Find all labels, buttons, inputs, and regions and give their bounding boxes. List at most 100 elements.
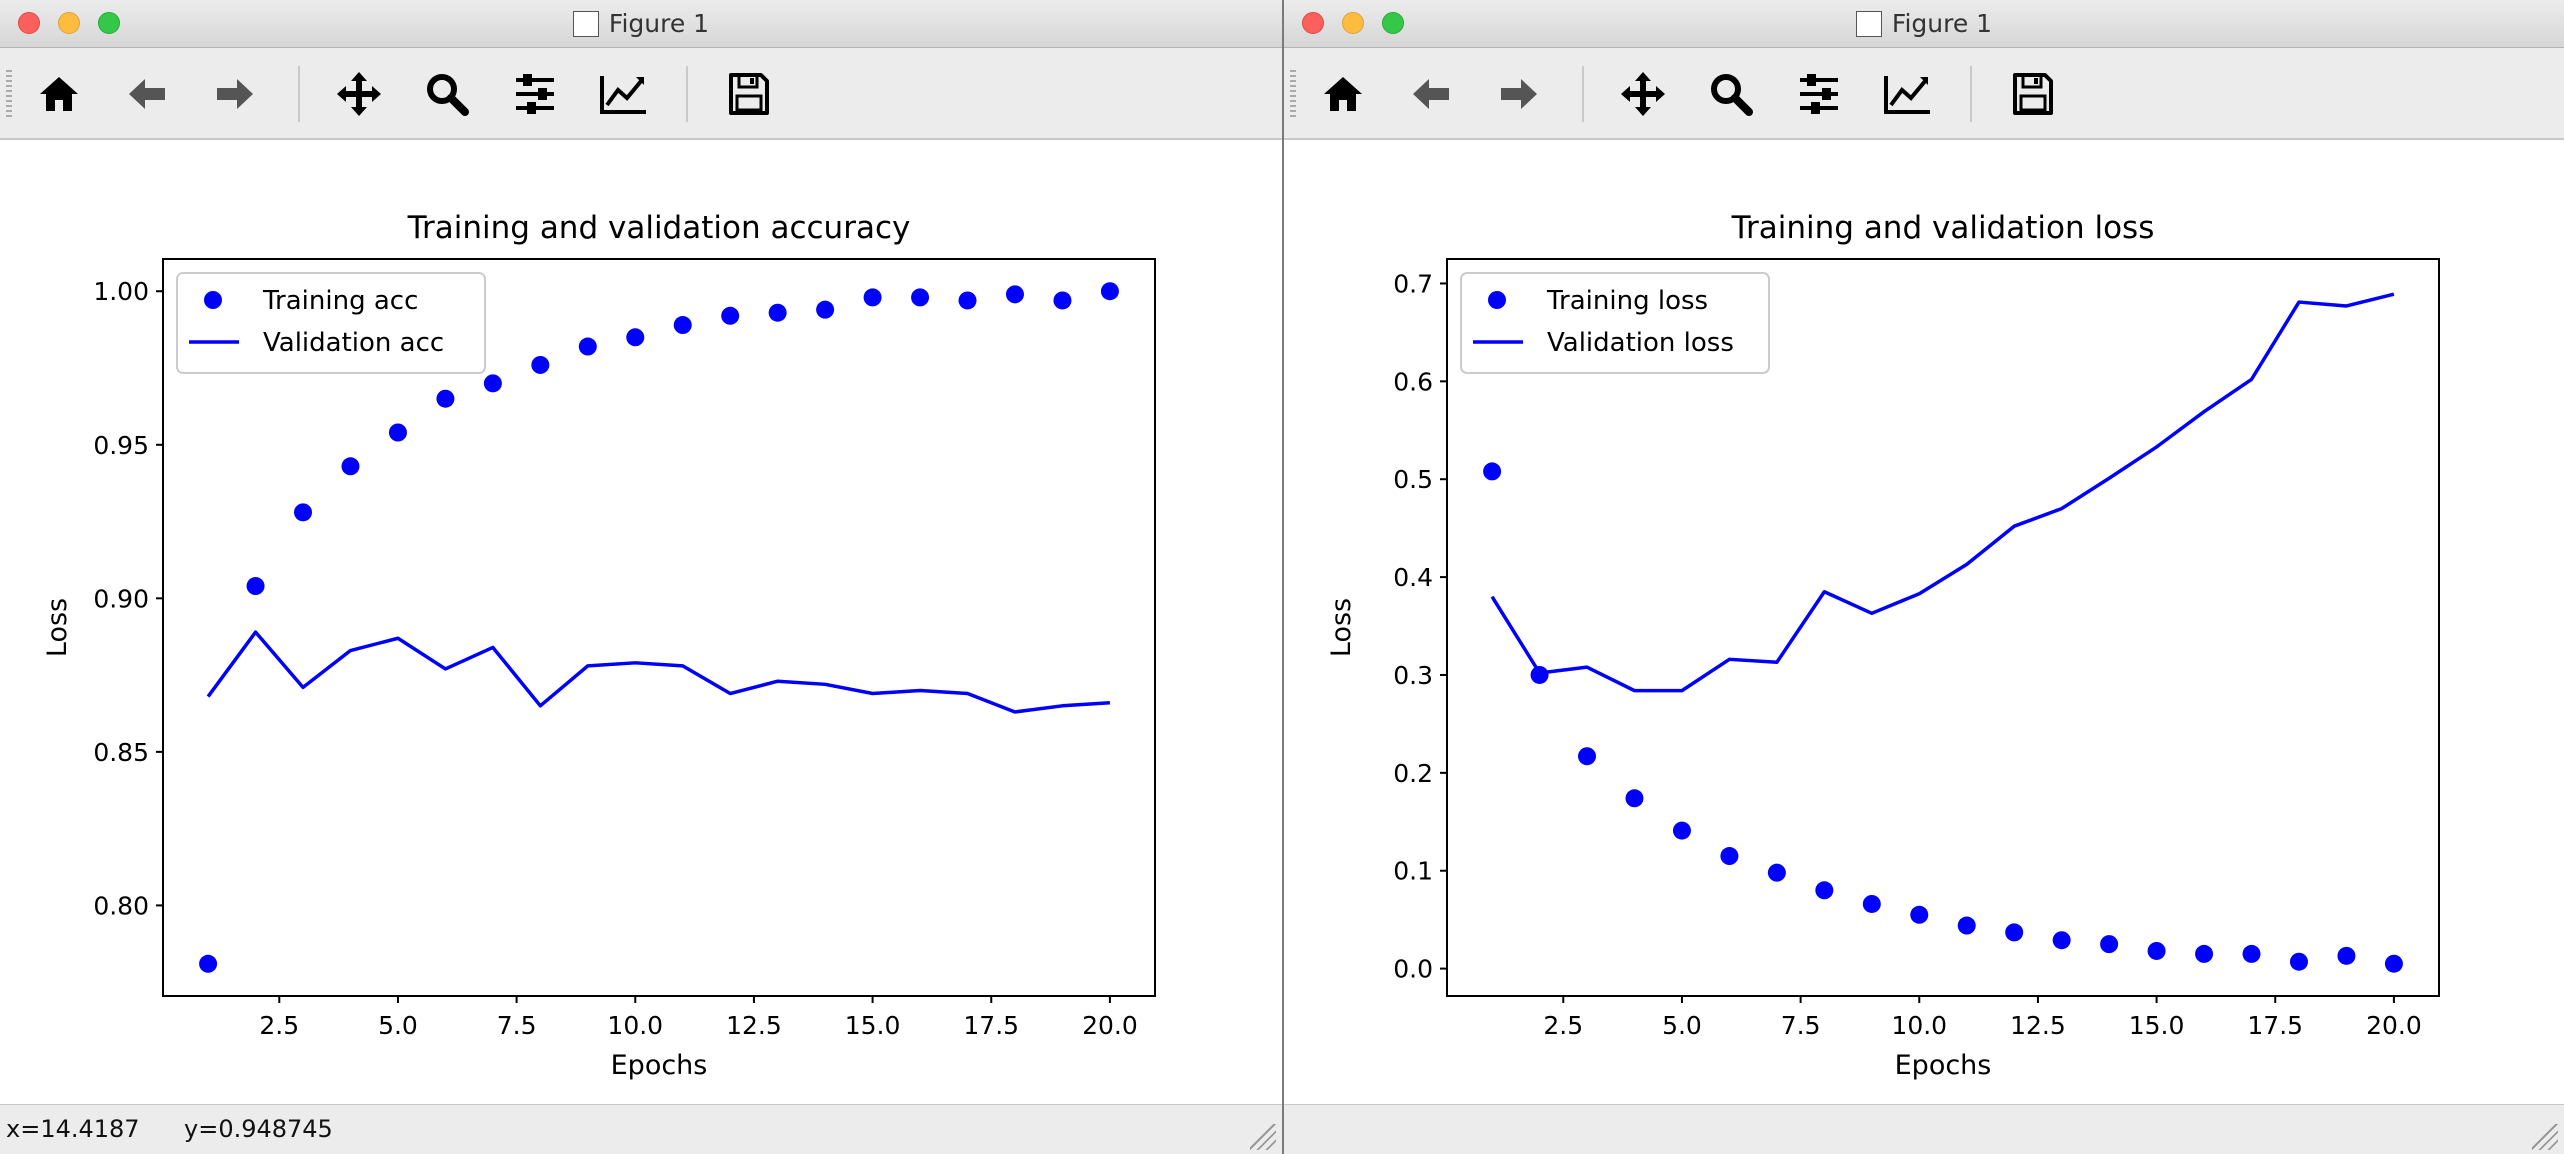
- close-button[interactable]: [18, 12, 40, 34]
- toolbar-separator: [1970, 66, 1972, 122]
- loss-chart: Training and validation loss 2.5 5.0 7.5 10.…: [1326, 210, 2440, 1081]
- figure-window-right: Figure 1 Training and validation loss 2.5…: [1282, 0, 2564, 1154]
- edit-axis-icon: [1882, 72, 1932, 116]
- figure-canvas[interactable]: Training and validation loss 2.5 5.0 7.5 10.…: [1284, 140, 2564, 1104]
- pan-button[interactable]: [332, 70, 386, 118]
- edit-axis-button[interactable]: [1880, 70, 1934, 118]
- y-tick-label: 0.1: [1393, 857, 1433, 886]
- back-arrow-button[interactable]: [1404, 70, 1458, 118]
- resize-grip[interactable]: [2532, 1124, 2558, 1150]
- training-loss-point: [2289, 952, 2308, 971]
- forward-arrow-button[interactable]: [208, 70, 262, 118]
- y-tick-label: 0.3: [1393, 661, 1433, 690]
- edit-axis-icon: [598, 72, 648, 116]
- maximize-button[interactable]: [1382, 12, 1404, 34]
- resize-grip[interactable]: [1250, 1124, 1276, 1150]
- training-acc-point: [1100, 282, 1119, 301]
- configure-subplots-icon: [1796, 72, 1842, 116]
- y-axis-label: Loss: [1326, 598, 1357, 657]
- y-tick-label: 0.95: [93, 431, 149, 460]
- pan-icon: [335, 70, 383, 118]
- home-icon: [1321, 74, 1365, 114]
- title-bar[interactable]: Figure 1: [1284, 0, 2564, 48]
- training-loss-point: [2005, 923, 2024, 942]
- legend-entry-label: Training loss: [1546, 286, 1708, 316]
- save-button[interactable]: [722, 70, 776, 118]
- training-loss-point: [1815, 881, 1834, 900]
- legend-entry-label: Validation loss: [1547, 328, 1734, 358]
- training-acc-point: [531, 355, 550, 374]
- training-loss-point: [1957, 916, 1976, 935]
- training-loss-point: [2052, 931, 2071, 950]
- toolbar-separator: [1582, 66, 1584, 122]
- training-loss-point: [2242, 944, 2261, 963]
- training-loss-point: [2384, 954, 2403, 973]
- x-tick-label: 15.0: [2129, 1011, 2185, 1040]
- configure-subplots-button[interactable]: [508, 70, 562, 118]
- save-icon: [2012, 72, 2054, 116]
- training-acc-point: [199, 954, 218, 973]
- y-tick-label: 0.90: [93, 584, 149, 613]
- validation-loss-line: [1490, 292, 2395, 693]
- maximize-button[interactable]: [98, 12, 120, 34]
- cursor-x-readout: x=14.4187: [6, 1115, 140, 1143]
- legend-marker-dot: [204, 291, 222, 309]
- training-acc-point: [816, 300, 835, 319]
- y-tick-label: 0.80: [93, 891, 149, 920]
- training-loss-point: [2100, 935, 2119, 954]
- training-acc-point: [673, 316, 692, 335]
- toolbar-grip: [6, 70, 12, 118]
- training-loss-point: [1910, 905, 1929, 924]
- training-acc-point: [436, 389, 455, 408]
- window-title: Figure 1: [608, 9, 710, 38]
- chart-title: Training and validation accuracy: [407, 210, 911, 246]
- pan-icon: [1619, 70, 1667, 118]
- zoom-button[interactable]: [1704, 70, 1758, 118]
- training-acc-point: [341, 457, 360, 476]
- legend-entry-label: Validation acc: [263, 328, 444, 358]
- plot-area-frame: [1446, 258, 2440, 997]
- toolbar-grip: [1290, 70, 1296, 118]
- window-title-wrap: Figure 1: [0, 0, 1282, 48]
- training-acc-point: [1053, 291, 1072, 310]
- legend-entry-label: Training acc: [262, 286, 418, 316]
- training-loss-point: [1530, 665, 1549, 684]
- close-button[interactable]: [1302, 12, 1324, 34]
- x11-logo-icon: [1855, 11, 1882, 37]
- legend-marker-dot: [1488, 291, 1506, 309]
- configure-subplots-button[interactable]: [1792, 70, 1846, 118]
- home-button[interactable]: [1316, 70, 1370, 118]
- figure-canvas[interactable]: Training and validation accuracy 2.5 5.0 7.…: [0, 140, 1282, 1104]
- x-tick-label: 7.5: [1781, 1011, 1821, 1040]
- x11-logo-icon: [572, 11, 599, 37]
- save-button[interactable]: [2006, 70, 2060, 118]
- forward-arrow-button[interactable]: [1492, 70, 1546, 118]
- navigation-toolbar: [0, 48, 1282, 140]
- legend: Training acc Validation acc: [176, 272, 486, 374]
- y-tick-label: 0.5: [1393, 465, 1433, 494]
- training-acc-point: [626, 328, 645, 347]
- x-tick-label: 7.5: [497, 1011, 537, 1040]
- x-tick-label: 20.0: [2366, 1011, 2422, 1040]
- zoom-button[interactable]: [420, 70, 474, 118]
- zoom-icon: [1708, 71, 1754, 117]
- minimize-button[interactable]: [1342, 12, 1364, 34]
- back-arrow-icon: [125, 74, 169, 114]
- minimize-button[interactable]: [58, 12, 80, 34]
- figure-window-left: Figure 1 Training and validation accurac…: [0, 0, 1282, 1154]
- x-tick-label: 12.5: [726, 1011, 782, 1040]
- title-bar[interactable]: Figure 1: [0, 0, 1282, 48]
- back-arrow-button[interactable]: [120, 70, 174, 118]
- training-loss-point: [1862, 894, 1881, 913]
- home-button[interactable]: [32, 70, 86, 118]
- pan-button[interactable]: [1616, 70, 1670, 118]
- training-loss-point: [1767, 863, 1786, 882]
- training-acc-point: [1005, 285, 1024, 304]
- edit-axis-button[interactable]: [596, 70, 650, 118]
- training-acc-point: [721, 306, 740, 325]
- zoom-icon: [424, 71, 470, 117]
- x-tick-label: 15.0: [845, 1011, 901, 1040]
- toolbar-separator: [686, 66, 688, 122]
- training-acc-point: [388, 423, 407, 442]
- back-arrow-icon: [1409, 74, 1453, 114]
